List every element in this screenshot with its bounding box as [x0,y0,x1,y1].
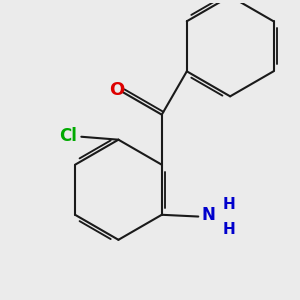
Text: N: N [202,206,216,224]
Text: H: H [223,197,236,212]
Text: H: H [223,222,236,237]
Text: Cl: Cl [59,127,77,145]
Text: O: O [109,81,124,99]
